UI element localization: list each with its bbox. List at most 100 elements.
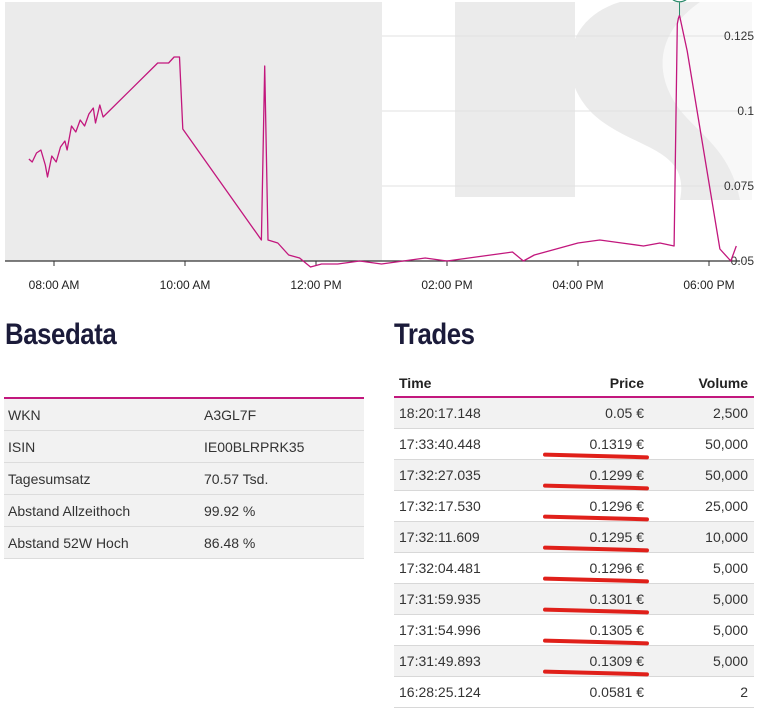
basedata-row: Abstand 52W Hoch 86.48 % (4, 527, 364, 559)
trade-time: 17:33:40.448 (399, 436, 481, 452)
trade-price: 0.1319 € (589, 436, 645, 452)
trade-time: 18:20:17.148 (399, 405, 481, 421)
trade-time: 17:31:49.893 (399, 653, 481, 669)
trade-time: 17:32:11.609 (399, 529, 480, 545)
trade-volume: 2 (740, 684, 748, 700)
basedata-value: 86.48 % (204, 534, 256, 551)
trade-time: 17:32:27.035 (399, 467, 481, 483)
trades-body: 18:20:17.148 0.05 € 2,500 17:33:40.448 0… (394, 398, 754, 708)
trade-price: 0.1296 € (589, 498, 645, 514)
x-tick-label: 08:00 AM (29, 278, 80, 292)
trade-time: 17:32:04.481 (399, 560, 481, 576)
x-axis-ticks: 08:00 AM 10:00 AM 12:00 PM 02:00 PM 04:00 PM… (29, 261, 735, 292)
x-tick-label: 12:00 PM (290, 278, 341, 292)
trade-volume: 50,000 (705, 436, 748, 452)
trade-price-cell: 0.1309 € (542, 653, 650, 677)
chart-shaded-background (5, 2, 382, 261)
trade-row: 17:32:27.035 0.1299 € 50,000 (394, 460, 754, 491)
trade-price-cell: 0.1296 € (542, 498, 650, 522)
red-underline-annotation (542, 669, 650, 677)
trade-row: 17:31:59.935 0.1301 € 5,000 (394, 584, 754, 615)
basedata-label: Abstand 52W Hoch (8, 534, 129, 551)
column-header-price[interactable]: Price (609, 374, 644, 391)
basedata-label: ISIN (8, 438, 36, 455)
y-tick-label: 0.05 (731, 254, 755, 268)
trade-volume: 2,500 (712, 405, 748, 421)
column-header-volume[interactable]: Volume (698, 374, 748, 391)
red-underline-annotation (542, 576, 650, 584)
trade-price: 0.1299 € (589, 467, 645, 483)
basedata-row: WKN A3GL7F (4, 399, 364, 431)
red-underline-annotation (542, 607, 650, 615)
trade-row: 17:32:04.481 0.1296 € 5,000 (394, 553, 754, 584)
trade-volume: 5,000 (712, 591, 748, 607)
trade-price: 0.1301 € (589, 591, 645, 607)
watermark-logo (455, 2, 752, 200)
basedata-title: Basedata (5, 318, 117, 351)
trade-row: 17:31:49.893 0.1309 € 5,000 (394, 646, 754, 677)
trades-table: Time Price Volume 18:20:17.148 0.05 € 2,… (394, 369, 754, 708)
y-tick-label: 0.075 (724, 179, 754, 193)
basedata-value: 70.57 Tsd. (204, 470, 269, 487)
trades-title: Trades (394, 318, 475, 351)
red-underline-annotation (542, 545, 650, 553)
trade-volume: 5,000 (712, 622, 748, 638)
trade-price-cell: 0.1305 € (542, 622, 650, 646)
trade-price: 0.1305 € (589, 622, 645, 638)
basedata-value: A3GL7F (204, 406, 257, 423)
trade-price: 0.1309 € (589, 653, 645, 669)
trade-row: 17:31:54.996 0.1305 € 5,000 (394, 615, 754, 646)
trade-time: 17:31:54.996 (399, 622, 481, 638)
trade-row: 18:20:17.148 0.05 € 2,500 (394, 398, 754, 429)
trade-row: 17:33:40.448 0.1319 € 50,000 (394, 429, 754, 460)
trade-price: 0.05 € (605, 405, 644, 421)
trade-price-cell: 0.1295 € (542, 529, 650, 553)
column-header-time[interactable]: Time (399, 374, 432, 391)
price-chart[interactable]: 08:00 AM 10:00 AM 12:00 PM 02:00 PM 04:00 PM… (0, 0, 774, 300)
trade-volume: 5,000 (712, 560, 748, 576)
high-marker: H (672, 0, 687, 16)
basedata-value: 99.92 % (204, 502, 256, 519)
trade-time: 16:28:25.124 (399, 684, 481, 700)
trade-row: 17:32:17.530 0.1296 € 25,000 (394, 491, 754, 522)
basedata-value: IE00BLRPRK35 (204, 438, 305, 455)
x-tick-label: 06:00 PM (683, 278, 734, 292)
trade-price-cell: 0.1319 € (542, 436, 650, 460)
y-tick-label: 0.1 (737, 104, 754, 118)
trade-row: 16:28:25.124 0.0581 € 2 (394, 677, 754, 708)
red-underline-annotation (542, 483, 650, 491)
trade-volume: 50,000 (705, 467, 748, 483)
trade-row: 17:32:11.609 0.1295 € 10,000 (394, 522, 754, 553)
basedata-row: Abstand Allzeithoch 99.92 % (4, 495, 364, 527)
trade-price: 0.1296 € (589, 560, 645, 576)
trade-price-cell: 0.1301 € (542, 591, 650, 615)
x-tick-label: 04:00 PM (552, 278, 603, 292)
y-tick-label: 0.125 (724, 29, 754, 43)
price-line (28, 14, 737, 268)
trade-price-cell: 0.05 € (549, 405, 644, 421)
basedata-row: Tagesumsatz 70.57 Tsd. (4, 463, 364, 495)
trade-volume: 25,000 (705, 498, 748, 514)
red-underline-annotation (542, 514, 650, 522)
x-tick-label: 10:00 AM (160, 278, 211, 292)
trade-volume: 5,000 (712, 653, 748, 669)
trade-price-cell: 0.0581 € (549, 684, 645, 700)
red-underline-annotation (542, 452, 650, 460)
trade-time: 17:32:17.530 (399, 498, 481, 514)
basedata-table: WKN A3GL7F ISIN IE00BLRPRK35 Tagesumsatz 70… (4, 397, 364, 559)
trade-volume: 10,000 (705, 529, 748, 545)
y-axis-ticks: 0.125 0.1 0.075 0.05 (724, 29, 754, 268)
basedata-row: ISIN IE00BLRPRK35 (4, 431, 364, 463)
x-tick-label: 02:00 PM (421, 278, 472, 292)
trade-price-cell: 0.1296 € (542, 560, 650, 584)
trade-price-cell: 0.1299 € (542, 467, 650, 491)
high-marker-badge (672, 0, 687, 3)
basedata-label: Tagesumsatz (8, 470, 91, 487)
basedata-label: Abstand Allzeithoch (8, 502, 131, 519)
trade-price: 0.0581 € (589, 684, 645, 700)
trades-header-row: Time Price Volume (394, 369, 754, 398)
trade-price: 0.1295 € (589, 529, 645, 545)
price-series (28, 14, 737, 268)
trade-time: 17:31:59.935 (399, 591, 481, 607)
basedata-label: WKN (8, 406, 41, 423)
